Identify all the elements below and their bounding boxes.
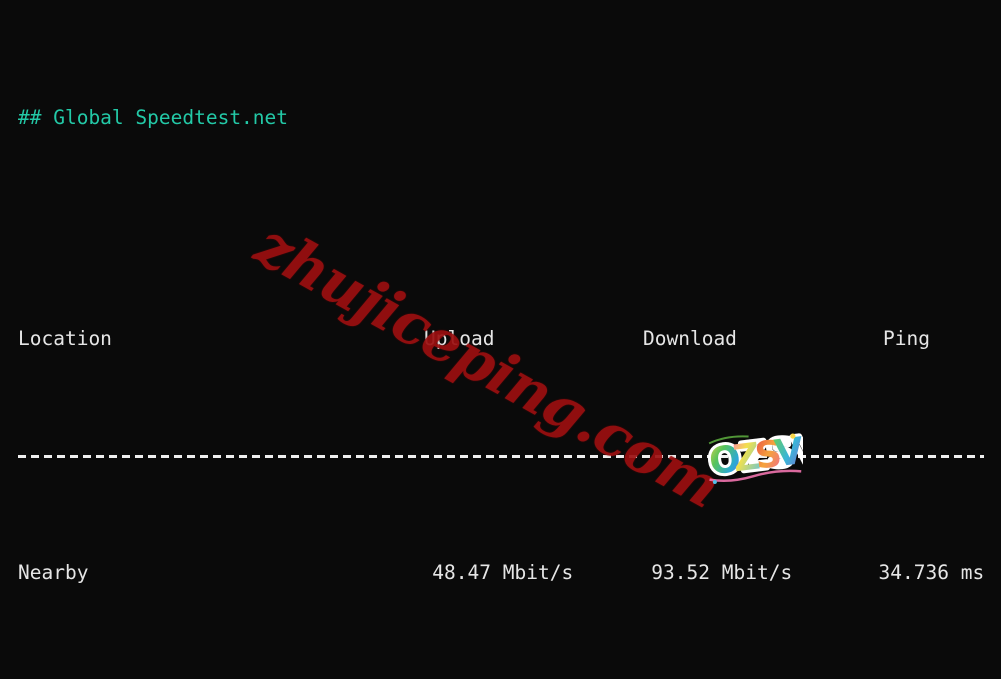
column-header-upload: Upload — [424, 327, 495, 350]
column-header-ping: Ping — [883, 327, 930, 350]
terminal-output: ## Global Speedtest.net Location Upload Do… — [18, 14, 986, 679]
spacer — [18, 233, 986, 237]
column-header-download: Download — [643, 327, 737, 350]
cell-download: 93.52 Mbit/s — [640, 558, 859, 587]
cell-ping: 34.736 ms — [859, 558, 986, 587]
unit-speed: Mbit/s — [502, 561, 574, 584]
table-header-row: Location Upload Download Ping — [18, 324, 986, 355]
separator-top — [18, 442, 986, 471]
cell-location: Nearby — [18, 561, 89, 584]
page-title: ## Global Speedtest.net — [18, 106, 289, 129]
unit-latency: ms — [960, 561, 985, 584]
unit-speed: Mbit/s — [721, 561, 793, 584]
cell-upload: 48.47 Mbit/s — [421, 558, 640, 587]
column-header-location: Location — [18, 327, 112, 350]
separator-middle — [18, 674, 986, 679]
table-row-nearby: Nearby 48.47 Mbit/s 93.52 Mbit/s 34.736 ms — [18, 558, 986, 587]
